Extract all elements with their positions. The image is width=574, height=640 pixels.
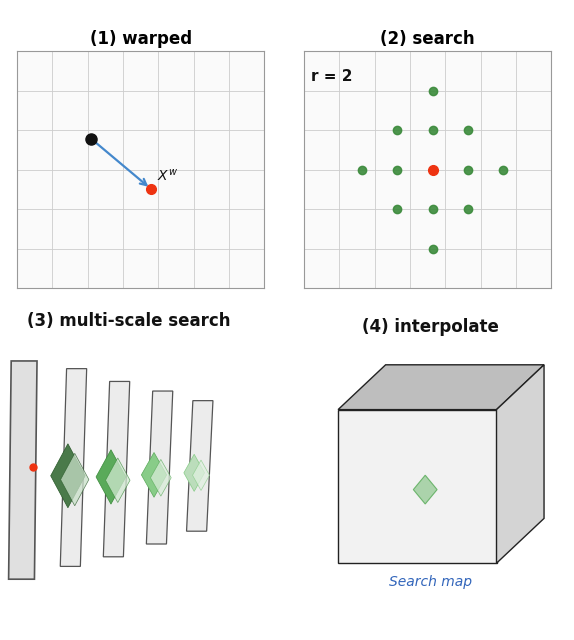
Polygon shape: [338, 365, 544, 410]
Polygon shape: [497, 365, 544, 563]
Text: r = 2: r = 2: [311, 69, 352, 84]
Title: (1) warped: (1) warped: [90, 30, 192, 48]
Polygon shape: [9, 361, 37, 579]
Polygon shape: [146, 391, 173, 544]
Polygon shape: [141, 452, 166, 497]
Text: (4) interpolate: (4) interpolate: [362, 318, 499, 336]
Polygon shape: [96, 450, 126, 504]
Text: $X^w$: $X^w$: [157, 168, 178, 184]
Polygon shape: [192, 460, 210, 490]
Polygon shape: [51, 444, 85, 508]
Polygon shape: [150, 460, 171, 496]
Polygon shape: [106, 458, 130, 502]
Polygon shape: [338, 410, 497, 563]
Text: (3) multi-scale search: (3) multi-scale search: [28, 312, 231, 330]
Polygon shape: [60, 369, 87, 566]
Polygon shape: [184, 454, 204, 492]
Polygon shape: [187, 401, 213, 531]
Polygon shape: [413, 475, 437, 504]
Title: (2) search: (2) search: [381, 30, 475, 48]
Text: Search map: Search map: [389, 575, 472, 589]
Polygon shape: [103, 381, 130, 557]
Polygon shape: [61, 453, 89, 506]
